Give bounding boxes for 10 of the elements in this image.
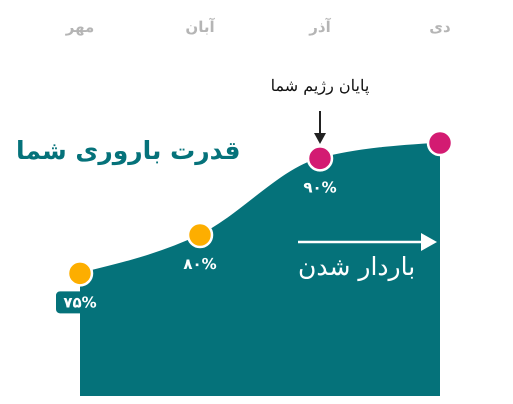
data-label: ۷۵%: [63, 293, 97, 312]
annotation: باردار شدن: [298, 252, 416, 281]
text: پایان رژیم شما: [270, 76, 370, 95]
x-tick-label: دی: [429, 18, 452, 36]
annotation: قدرت باروری شما: [16, 136, 240, 165]
x-tick-label: آبان: [185, 17, 216, 36]
data-label: ۸۰%: [183, 255, 217, 273]
data-label: ۹۰%: [303, 178, 337, 196]
x-tick-label: آذر: [308, 17, 332, 36]
x-tick-label: مهر: [64, 18, 94, 36]
